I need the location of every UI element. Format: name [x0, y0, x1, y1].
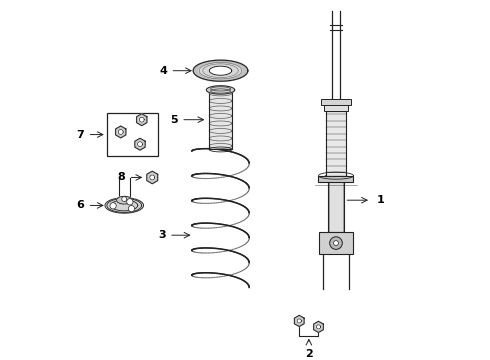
Circle shape: [122, 197, 127, 202]
Circle shape: [128, 206, 135, 212]
Bar: [326, 111, 345, 176]
Polygon shape: [116, 126, 126, 138]
Bar: [323, 105, 348, 111]
Text: 3: 3: [158, 230, 166, 240]
Circle shape: [334, 240, 339, 246]
Text: 2: 2: [305, 349, 313, 359]
Text: 1: 1: [376, 195, 384, 205]
Polygon shape: [107, 198, 142, 212]
Bar: [319, 232, 353, 255]
Polygon shape: [297, 319, 301, 323]
Polygon shape: [137, 114, 147, 126]
Polygon shape: [314, 321, 323, 333]
Circle shape: [330, 237, 343, 249]
Polygon shape: [193, 60, 248, 81]
Bar: [209, 90, 232, 149]
Polygon shape: [317, 325, 320, 329]
Text: 8: 8: [117, 172, 125, 183]
Bar: [321, 99, 350, 105]
Polygon shape: [206, 86, 235, 94]
Text: 7: 7: [76, 130, 84, 140]
Text: 5: 5: [170, 115, 178, 125]
Bar: [318, 176, 353, 182]
Polygon shape: [209, 66, 232, 75]
Circle shape: [110, 203, 116, 209]
Polygon shape: [150, 175, 155, 180]
Polygon shape: [117, 196, 132, 204]
Polygon shape: [294, 315, 304, 327]
Polygon shape: [111, 200, 138, 211]
Polygon shape: [105, 198, 144, 213]
Bar: [328, 176, 344, 232]
Text: 6: 6: [76, 201, 84, 211]
Bar: [107, 113, 157, 157]
Text: 4: 4: [159, 66, 167, 76]
Polygon shape: [138, 142, 143, 147]
Circle shape: [127, 199, 133, 205]
Polygon shape: [118, 130, 123, 134]
Polygon shape: [135, 138, 145, 150]
Polygon shape: [139, 117, 144, 122]
Polygon shape: [147, 171, 158, 184]
